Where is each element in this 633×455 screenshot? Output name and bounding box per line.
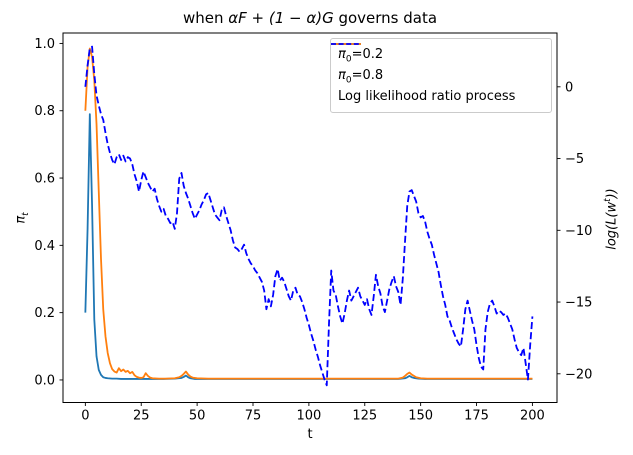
- x-tick-label: 0: [81, 409, 89, 424]
- legend-item-pi0-02: π0=0.2: [331, 43, 543, 65]
- axes-spines: [62, 32, 558, 403]
- legend: π0=0.2 π0=0.8 Log likelihood ratio proce…: [330, 38, 552, 113]
- x-tick-label: 50: [189, 409, 206, 424]
- right-y-sup: t: [603, 198, 614, 202]
- right-y-prefix: log(L(w: [604, 201, 620, 250]
- left-y-symbol: π: [13, 215, 29, 224]
- x-tick-label: 150: [408, 409, 433, 424]
- x-tick-label: 25: [133, 409, 150, 424]
- left-y-axis-label: πt: [13, 212, 32, 224]
- y-tick-label-left: 0.8: [34, 104, 55, 119]
- x-tick-label: 100: [296, 409, 321, 424]
- chart-title: when αF + (1 − α)G governs data: [63, 9, 557, 27]
- legend-item-pi0-08: π0=0.8: [331, 43, 543, 86]
- right-y-suffix: )): [604, 188, 620, 199]
- left-y-sub: t: [21, 212, 32, 216]
- title-prefix: when: [182, 9, 229, 27]
- legend-label: π0=0.2: [338, 47, 384, 65]
- y-tick-label-right: 0: [565, 80, 573, 95]
- legend-label: Log likelihood ratio process: [338, 89, 516, 104]
- y-tick-label-left: 0.2: [34, 306, 55, 321]
- x-tick-label: 175: [464, 409, 489, 424]
- legend-line-sample-dashed: [331, 43, 361, 45]
- y-tick-label-right: −20: [565, 367, 592, 382]
- x-axis-label: t: [307, 427, 313, 442]
- x-tick-label: 200: [520, 409, 545, 424]
- x-tick-label: 125: [352, 409, 377, 424]
- right-y-axis-label: log(L(wt)): [603, 188, 620, 250]
- series-line-log-likelihood-ratio: [84, 45, 534, 387]
- y-tick-label-right: −10: [565, 224, 592, 239]
- y-tick-label-right: −15: [565, 296, 592, 311]
- x-tick-label: 75: [245, 409, 262, 424]
- legend-item-log-likelihood: Log likelihood ratio process: [331, 43, 543, 107]
- legend-label: π0=0.8: [338, 68, 384, 86]
- y-tick-label-left: 0.6: [34, 172, 55, 187]
- y-tick-label-left: 0.4: [34, 239, 55, 254]
- y-tick-label-left: 0.0: [34, 373, 55, 388]
- title-suffix: governs data: [333, 9, 438, 27]
- title-math: αF + (1 − α)G: [228, 9, 334, 27]
- y-tick-label-right: −5: [565, 152, 584, 167]
- y-tick-label-left: 1.0: [34, 37, 55, 52]
- series-line-pi0-08: [84, 47, 533, 380]
- series-line-pi0-02: [84, 113, 533, 380]
